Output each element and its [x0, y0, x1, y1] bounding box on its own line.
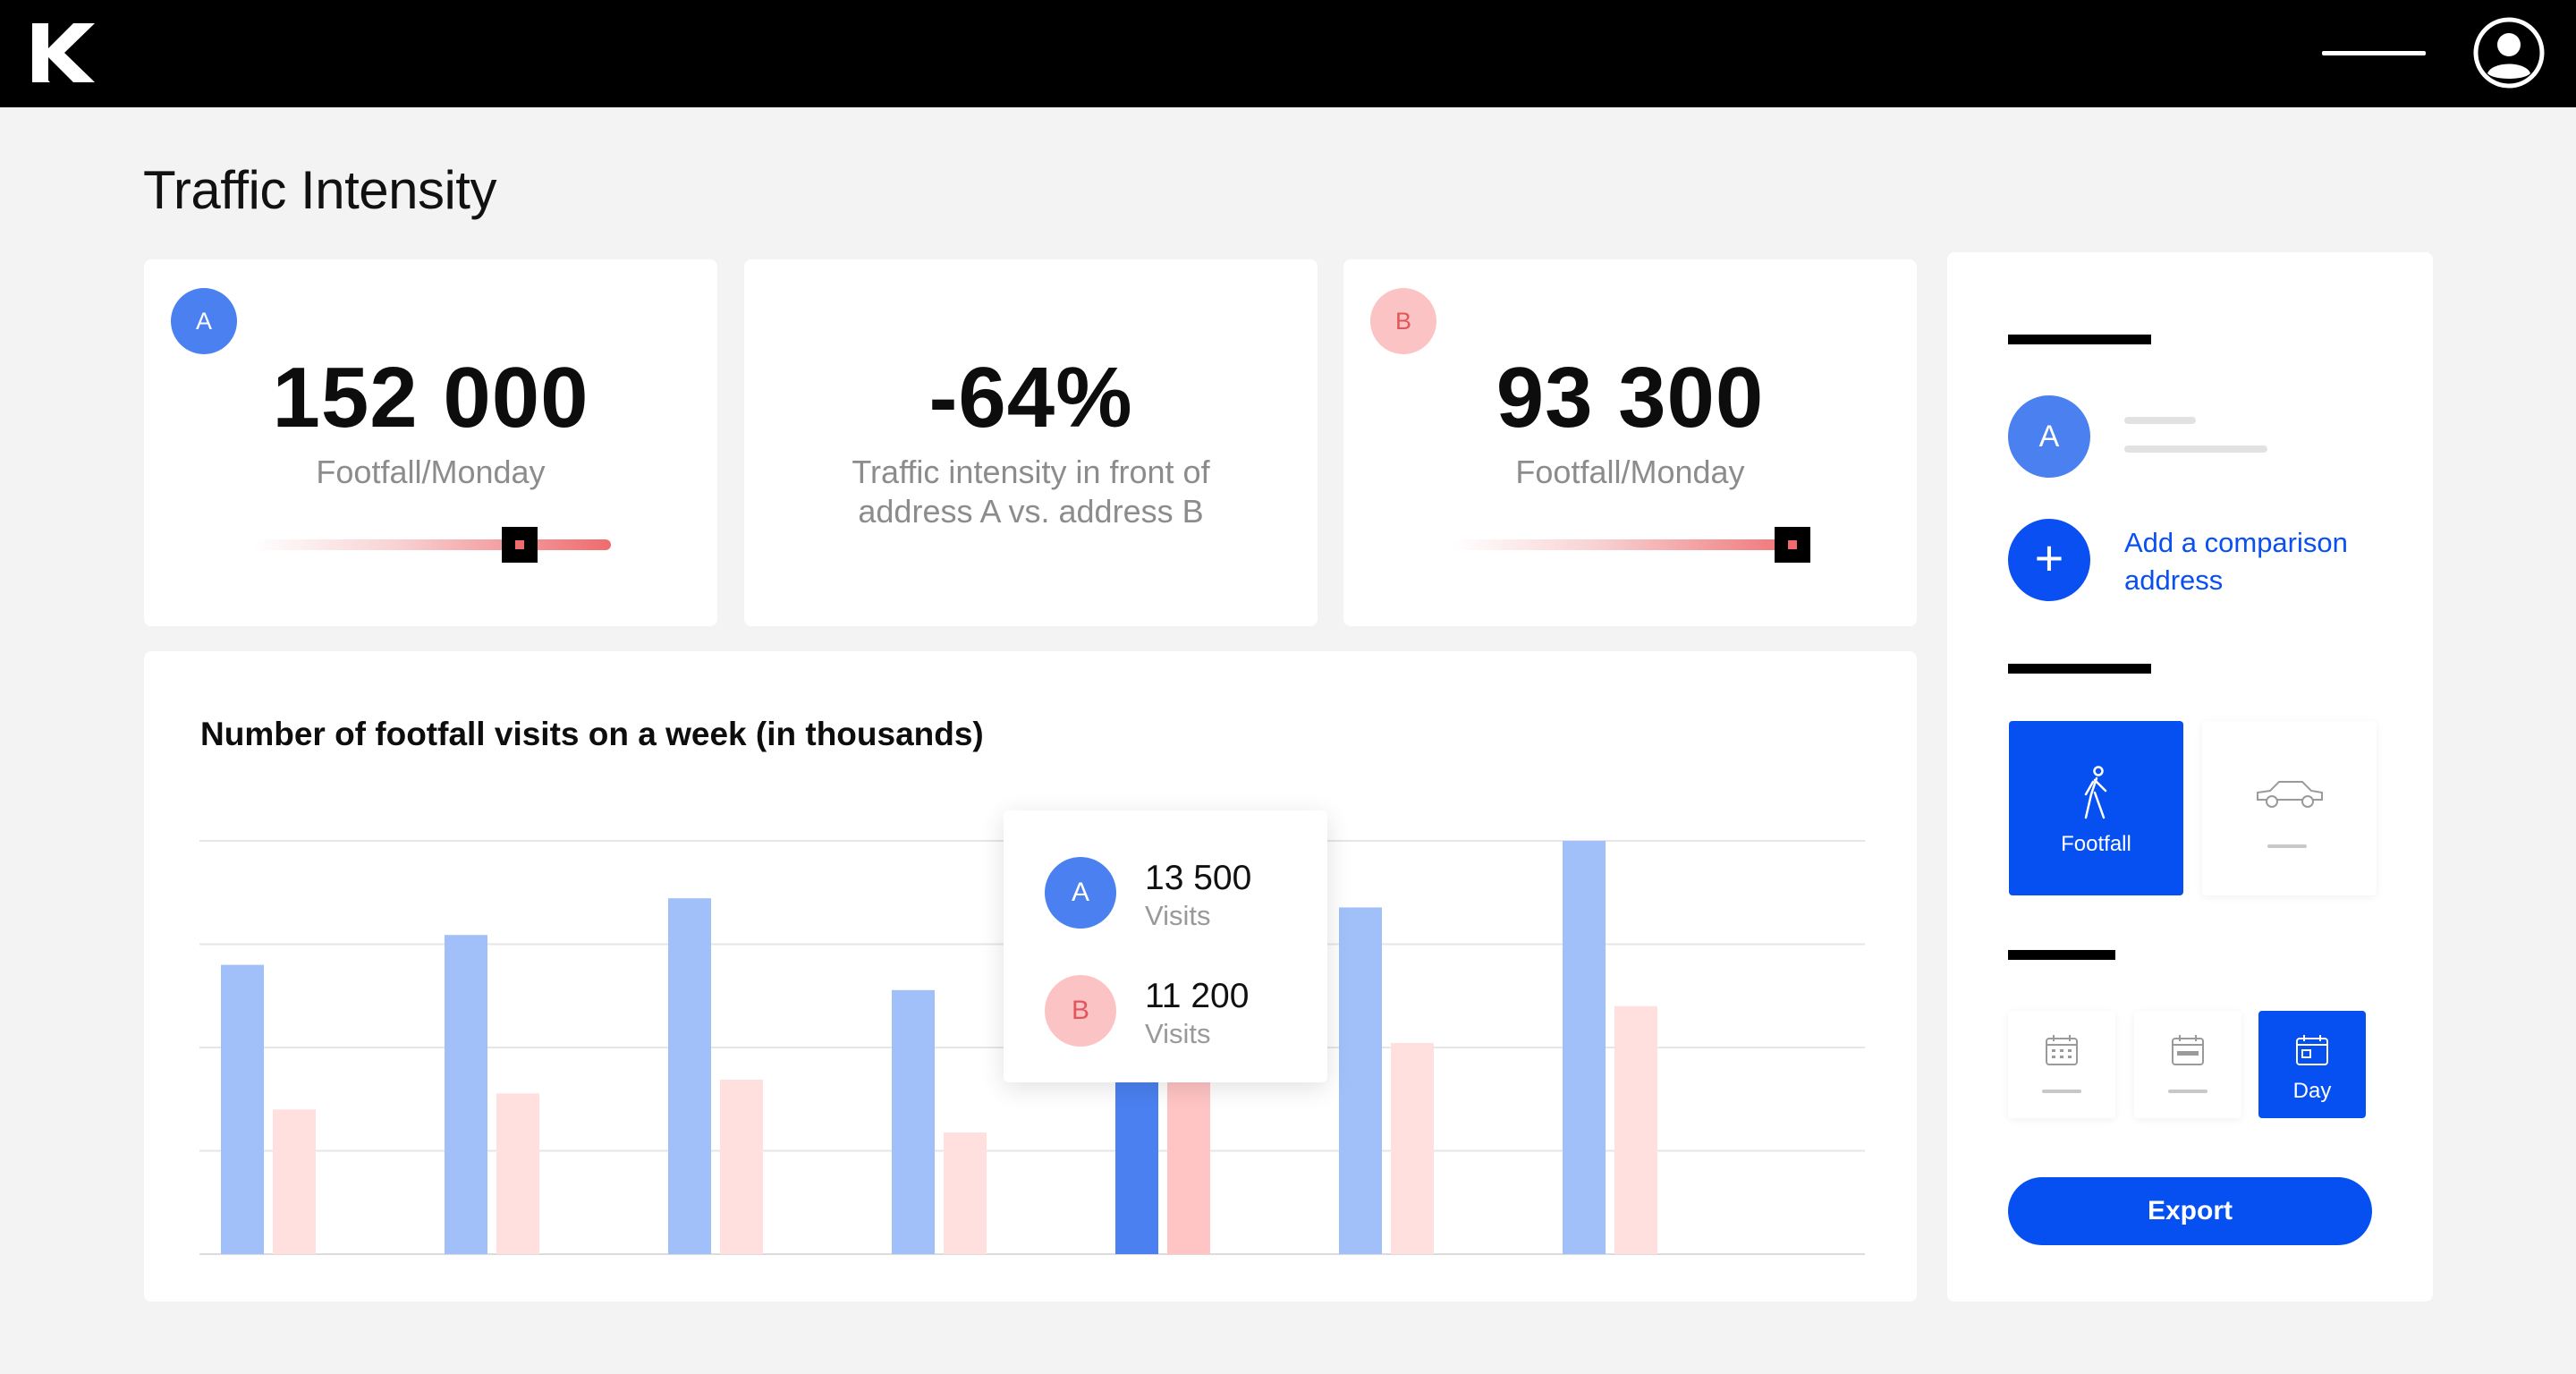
section-heading-placeholder	[2008, 335, 2151, 344]
intensity-slider-track	[253, 539, 611, 550]
stat-card-address-b: B 93 300 Footfall/Monday	[1343, 259, 1917, 626]
stat-card-address-a: A 152 000 Footfall/Monday	[144, 259, 717, 626]
chart-bar-b-7[interactable]	[1614, 1005, 1657, 1254]
address-placeholder-line	[2124, 445, 2267, 453]
period-day-label: Day	[2292, 1079, 2332, 1103]
chart-bar-a-7[interactable]	[1563, 841, 1606, 1254]
tooltip-label-a: Visits	[1145, 900, 1211, 931]
top-bar	[0, 0, 2576, 107]
menu-line-icon[interactable]	[2322, 51, 2426, 55]
tooltip-value-a: 13 500	[1145, 859, 1252, 897]
page-title: Traffic Intensity	[143, 160, 496, 220]
export-button[interactable]: Export	[2008, 1177, 2372, 1245]
address-b-badge: B	[1370, 288, 1436, 354]
tooltip-value-b: 11 200	[1145, 977, 1250, 1015]
address-placeholder-line	[2124, 417, 2196, 424]
stat-label: Footfall/Monday	[1515, 454, 1745, 490]
mode-car-button[interactable]	[2202, 721, 2377, 895]
section-heading-placeholder	[2008, 950, 2115, 960]
chart-bar-b-3[interactable]	[720, 1079, 763, 1254]
period-day-button[interactable]: Day	[2258, 1011, 2366, 1118]
stat-value: 93 300	[1496, 350, 1765, 445]
tooltip-row-a: A 13 500 Visits	[1045, 857, 1313, 931]
pedestrian-icon	[2009, 766, 2183, 824]
period-label-placeholder	[2042, 1090, 2081, 1093]
comparison-label-line2: address A vs. address B	[858, 493, 1204, 530]
car-icon	[2202, 776, 2377, 817]
intensity-slider-handle[interactable]	[1775, 527, 1810, 563]
period-label-placeholder	[2168, 1090, 2207, 1093]
intensity-slider-track	[1453, 539, 1810, 550]
stat-value: 152 000	[272, 350, 589, 445]
calendar-month-icon	[2046, 1035, 2078, 1065]
address-a-avatar[interactable]: A	[2008, 395, 2090, 478]
chart-bar-b-6[interactable]	[1391, 1042, 1434, 1254]
chart-bar-a-6[interactable]	[1339, 907, 1382, 1254]
tooltip-badge-a: A	[1045, 857, 1116, 929]
period-month-button[interactable]	[2008, 1011, 2115, 1118]
chart-bar-a-4[interactable]	[892, 989, 935, 1254]
chart-bar-b-2[interactable]	[496, 1093, 539, 1254]
mode-footfall-button[interactable]: Footfall	[2009, 721, 2183, 895]
mode-footfall-label: Footfall	[2061, 832, 2131, 856]
tooltip-label-b: Visits	[1145, 1018, 1211, 1049]
mode-car-label-placeholder	[2267, 844, 2307, 848]
chart-bar-a-1[interactable]	[221, 964, 264, 1254]
stat-label: Footfall/Monday	[316, 454, 546, 490]
address-a-badge: A	[171, 288, 237, 354]
comparison-value: -64%	[928, 350, 1133, 445]
comparison-label: Traffic intensity in front of address A …	[744, 453, 1318, 531]
chart-title: Number of footfall visits on a week (in …	[200, 716, 984, 752]
stat-card-comparison: -64% Traffic intensity in front of addre…	[744, 259, 1318, 626]
user-profile-icon[interactable]	[2472, 16, 2546, 89]
chart-bar-a-3[interactable]	[668, 898, 711, 1254]
settings-panel: A + Add a comparison address Footfall	[1947, 252, 2433, 1302]
add-comparison-link[interactable]: Add a comparison address	[2124, 527, 2348, 596]
tooltip-row-b: B 11 200 Visits	[1045, 975, 1313, 1049]
intensity-slider-handle[interactable]	[502, 527, 538, 563]
chart-tooltip: A 13 500 Visits B 11 200 Visits	[1004, 810, 1327, 1082]
chart-bar-a-2[interactable]	[445, 935, 487, 1254]
section-heading-placeholder	[2008, 664, 2151, 674]
chart-bar-b-1[interactable]	[273, 1109, 316, 1254]
period-week-button[interactable]	[2134, 1011, 2241, 1118]
add-comparison-button[interactable]: +	[2008, 519, 2090, 601]
tooltip-badge-b: B	[1045, 975, 1116, 1047]
comparison-label-line1: Traffic intensity in front of	[852, 454, 1210, 490]
chart-bar-b-4[interactable]	[944, 1132, 987, 1254]
calendar-week-icon	[2172, 1035, 2204, 1065]
brand-logo-icon[interactable]	[32, 23, 95, 82]
calendar-day-icon	[2296, 1035, 2328, 1065]
